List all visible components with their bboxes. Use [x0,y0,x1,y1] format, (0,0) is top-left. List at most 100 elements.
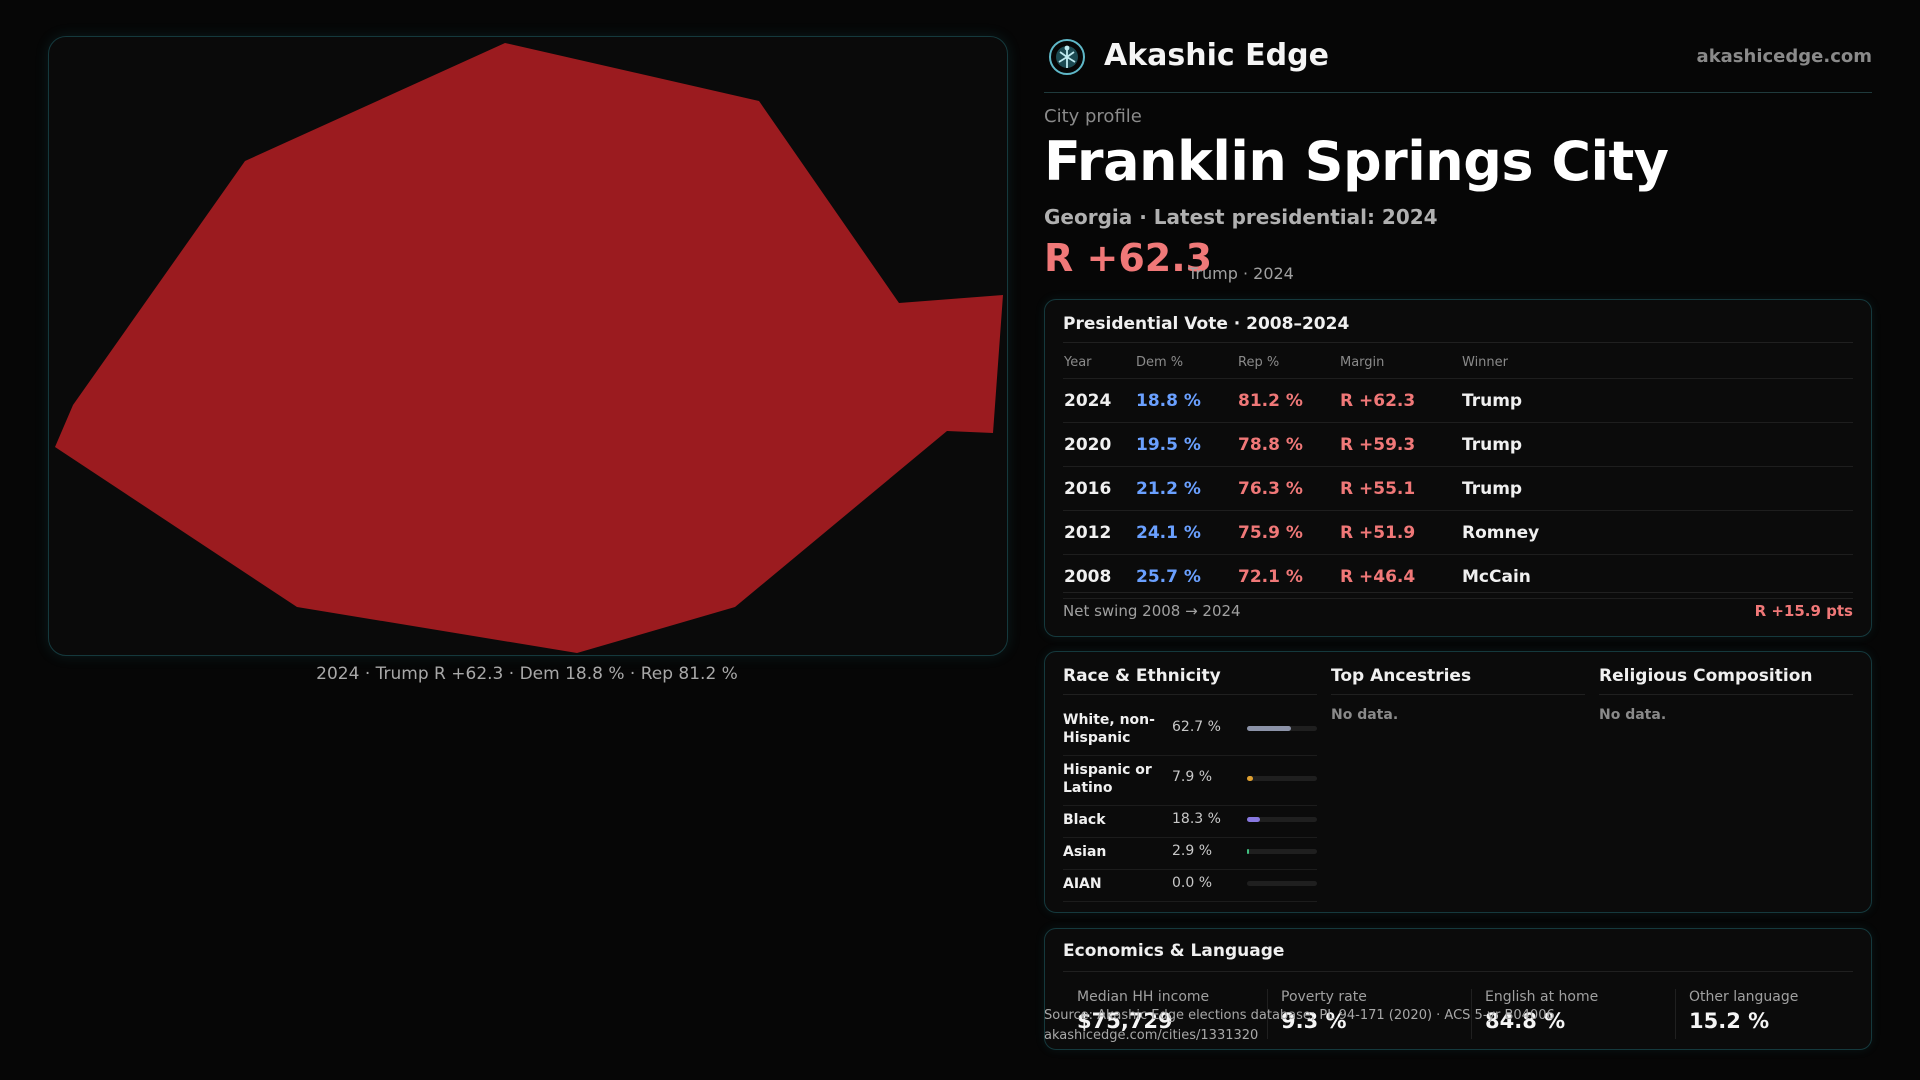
cell-winner: Romney [1461,510,1853,555]
stat-label: English at home [1485,989,1599,1005]
divider [1063,592,1853,593]
source-link[interactable]: akashicedge.com/cities/1331320 [1044,1028,1259,1043]
race-row: AIAN 0.0 % [1063,869,1317,902]
stat-median-income: Median HH income $75,729 [1077,989,1209,1033]
race-percent: 0.0 % [1172,875,1213,891]
column-header-margin: Margin [1339,346,1461,379]
ancestries-title: Top Ancestries [1331,666,1585,695]
stat-label: Median HH income [1077,989,1210,1005]
ancestries-empty-state: No data. [1331,707,1399,723]
cell-winner: Trump [1461,466,1853,511]
map-caption: 2024 · Trump R +62.3 · Dem 18.8 % · Rep … [316,664,738,684]
race-bar-fill [1247,817,1260,822]
headline-margin: R +62.3 [1044,236,1213,280]
cell-rep: 76.3 % [1237,466,1339,511]
presidential-vote-table: Year Dem % Rep % Margin Winner 2024 18.8… [1063,346,1853,599]
page-kicker: City profile [1044,106,1142,127]
cell-margin: R +51.9 [1339,510,1461,555]
divider [1063,342,1853,343]
cell-margin: R +62.3 [1339,378,1461,423]
cell-margin: R +46.4 [1339,554,1461,599]
divider [1267,989,1268,1039]
net-swing-value: R +15.9 pts [1754,602,1853,620]
cell-rep: 81.2 % [1237,378,1339,423]
cell-rep: 72.1 % [1237,554,1339,599]
race-bar-track [1247,726,1317,731]
headline-margin-note: Trump · 2024 [1188,264,1294,283]
economics-card: Economics & Language Median HH income $7… [1044,928,1872,1050]
page-title: Franklin Springs City [1044,130,1669,193]
cell-margin: R +59.3 [1339,422,1461,467]
cell-year: 2016 [1063,466,1135,511]
table-row: 2012 24.1 % 75.9 % R +51.9 Romney [1063,510,1853,555]
cell-winner: Trump [1461,422,1853,467]
cell-year: 2012 [1063,510,1135,555]
divider [1471,989,1472,1039]
divider [1675,989,1676,1039]
race-bar-fill [1247,849,1250,854]
cell-dem: 18.8 % [1135,378,1237,423]
stat-other-language: Other language 15.2 % [1689,989,1798,1033]
column-header-dem: Dem % [1135,346,1237,379]
table-row: 2024 18.8 % 81.2 % R +62.3 Trump [1063,378,1853,423]
city-boundary-map [55,43,1003,653]
race-bar-track [1247,817,1317,822]
divider [1063,971,1853,972]
column-header-rep: Rep % [1237,346,1339,379]
city-boundary-shape[interactable] [55,43,1003,653]
race-ethnicity-title: Race & Ethnicity [1063,666,1317,695]
race-label: White, non-Hispanic [1063,712,1155,746]
cell-rep: 75.9 % [1237,510,1339,555]
cell-year: 2008 [1063,554,1135,599]
brand-name: Akashic Edge [1104,38,1329,73]
cell-winner: McCain [1461,554,1853,599]
cell-margin: R +55.1 [1339,466,1461,511]
race-bar-fill [1247,776,1253,781]
stat-label: Poverty rate [1281,989,1367,1005]
brand-header: Akashic Edge akashicedge.com [1044,36,1872,93]
cell-year: 2020 [1063,422,1135,467]
stat-value: 9.3 % [1281,1009,1347,1033]
cell-rep: 78.8 % [1237,422,1339,467]
race-row: Hispanic or Latino 7.9 % [1063,755,1317,806]
net-swing-label: Net swing 2008 → 2024 [1063,602,1241,620]
column-header-winner: Winner [1461,346,1853,379]
religion-empty-state: No data. [1599,707,1667,723]
brand-url-link[interactable]: akashicedge.com [1696,46,1872,67]
cell-dem: 21.2 % [1135,466,1237,511]
race-bar-track [1247,849,1317,854]
stat-value: $75,729 [1077,1009,1173,1033]
stat-poverty-rate: Poverty rate 9.3 % [1281,989,1367,1033]
atom-tree-icon [1049,39,1085,75]
column-header-year: Year [1063,346,1135,379]
table-row: 2008 25.7 % 72.1 % R +46.4 McCain [1063,554,1853,599]
race-percent: 62.7 % [1172,719,1221,735]
stat-label: Other language [1689,989,1799,1005]
source-text: Source: Akashic Edge elections database;… [1044,1008,1555,1023]
city-map[interactable] [48,36,1008,656]
race-percent: 2.9 % [1172,843,1213,859]
cell-dem: 19.5 % [1135,422,1237,467]
presidential-vote-card: Presidential Vote · 2008–2024 Year Dem %… [1044,299,1872,637]
table-row: 2020 19.5 % 78.8 % R +59.3 Trump [1063,422,1853,467]
table-row: 2016 21.2 % 76.3 % R +55.1 Trump [1063,466,1853,511]
race-label: Asian [1063,844,1107,860]
page-subtitle: Georgia · Latest presidential: 2024 [1044,205,1438,229]
cell-dem: 25.7 % [1135,554,1237,599]
race-row: Asian 2.9 % [1063,837,1317,870]
cell-winner: Trump [1461,378,1853,423]
race-bar-track [1247,776,1317,781]
cell-year: 2024 [1063,378,1135,423]
race-row: Black 18.3 % [1063,805,1317,838]
stat-value: 84.8 % [1485,1009,1566,1033]
religion-section: Religious Composition No data. [1599,666,1853,723]
race-label: Hispanic or Latino [1063,762,1152,796]
ancestries-section: Top Ancestries No data. [1331,666,1585,723]
race-bar-fill [1247,726,1291,731]
race-row: White, non-Hispanic 62.7 % [1063,705,1317,756]
race-label: Black [1063,812,1106,828]
source-footnote: Source: Akashic Edge elections database;… [1044,1006,1555,1046]
race-bar-track [1247,881,1317,886]
stat-english-at-home: English at home 84.8 % [1485,989,1598,1033]
race-ethnicity-section: Race & Ethnicity White, non-Hispanic 62.… [1063,666,1317,902]
